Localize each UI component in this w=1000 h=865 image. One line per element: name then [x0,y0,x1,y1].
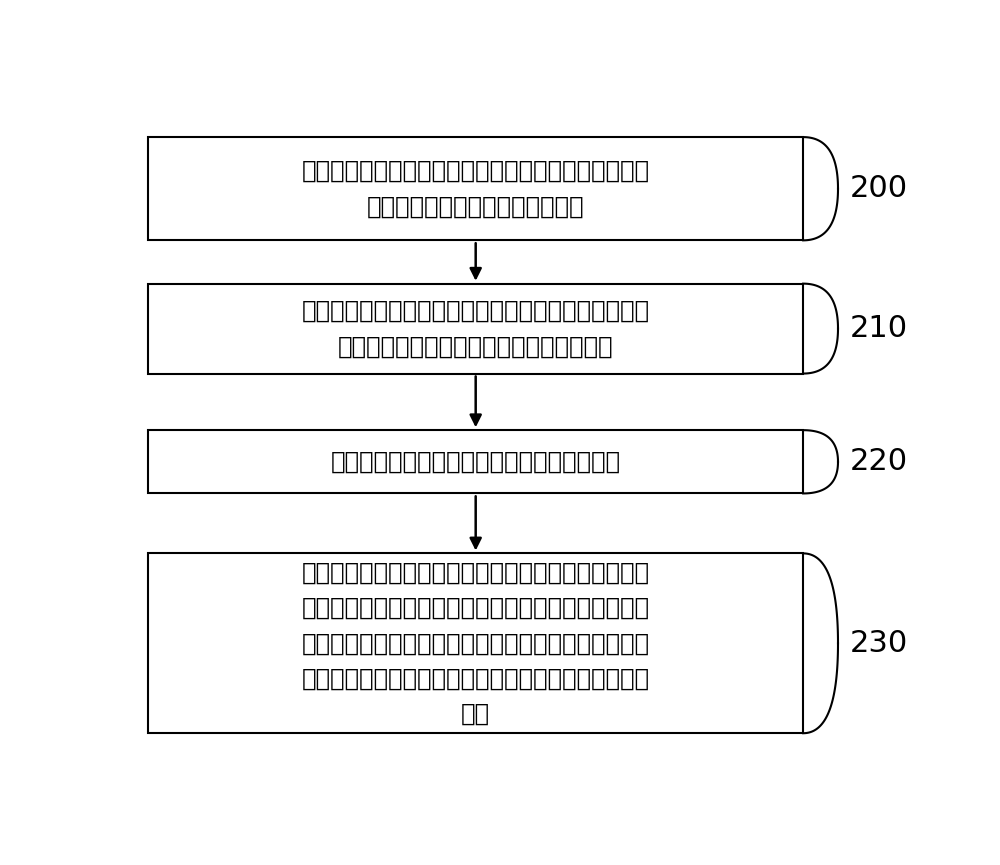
Text: 根据所述对比结果调整预设的第一阀门特性曲线，获得
第二阀门特性曲线，并根据所述电功率设定值和所述第
二阀门特性曲线对所述汽轮机进汽阀门进行调整，以保
持所述汽轮: 根据所述对比结果调整预设的第一阀门特性曲线，获得 第二阀门特性曲线，并根据所述电… [302,561,650,726]
Text: 对比所述第一比值和第二比值，获得对比结果: 对比所述第一比值和第二比值，获得对比结果 [331,450,621,474]
Bar [148,430,803,493]
Bar [148,554,803,734]
Bar [148,284,803,374]
Text: 获取所述汽轮机当前的电功率设定值，并获得所述电功
率设定值与额定电功率的第一比值: 获取所述汽轮机当前的电功率设定值，并获得所述电功 率设定值与额定电功率的第一比值 [302,159,650,219]
Bar [148,137,803,240]
Text: 230: 230 [850,629,908,657]
Text: 200: 200 [850,174,908,203]
Text: 220: 220 [850,447,908,477]
Text: 根据当前汽轮机控制系统计算出当前蒸汽需求量，并获
得当前蒸汽需求量与额定蒸汽量的第二比值: 根据当前汽轮机控制系统计算出当前蒸汽需求量，并获 得当前蒸汽需求量与额定蒸汽量的… [302,299,650,358]
Text: 210: 210 [850,314,908,343]
